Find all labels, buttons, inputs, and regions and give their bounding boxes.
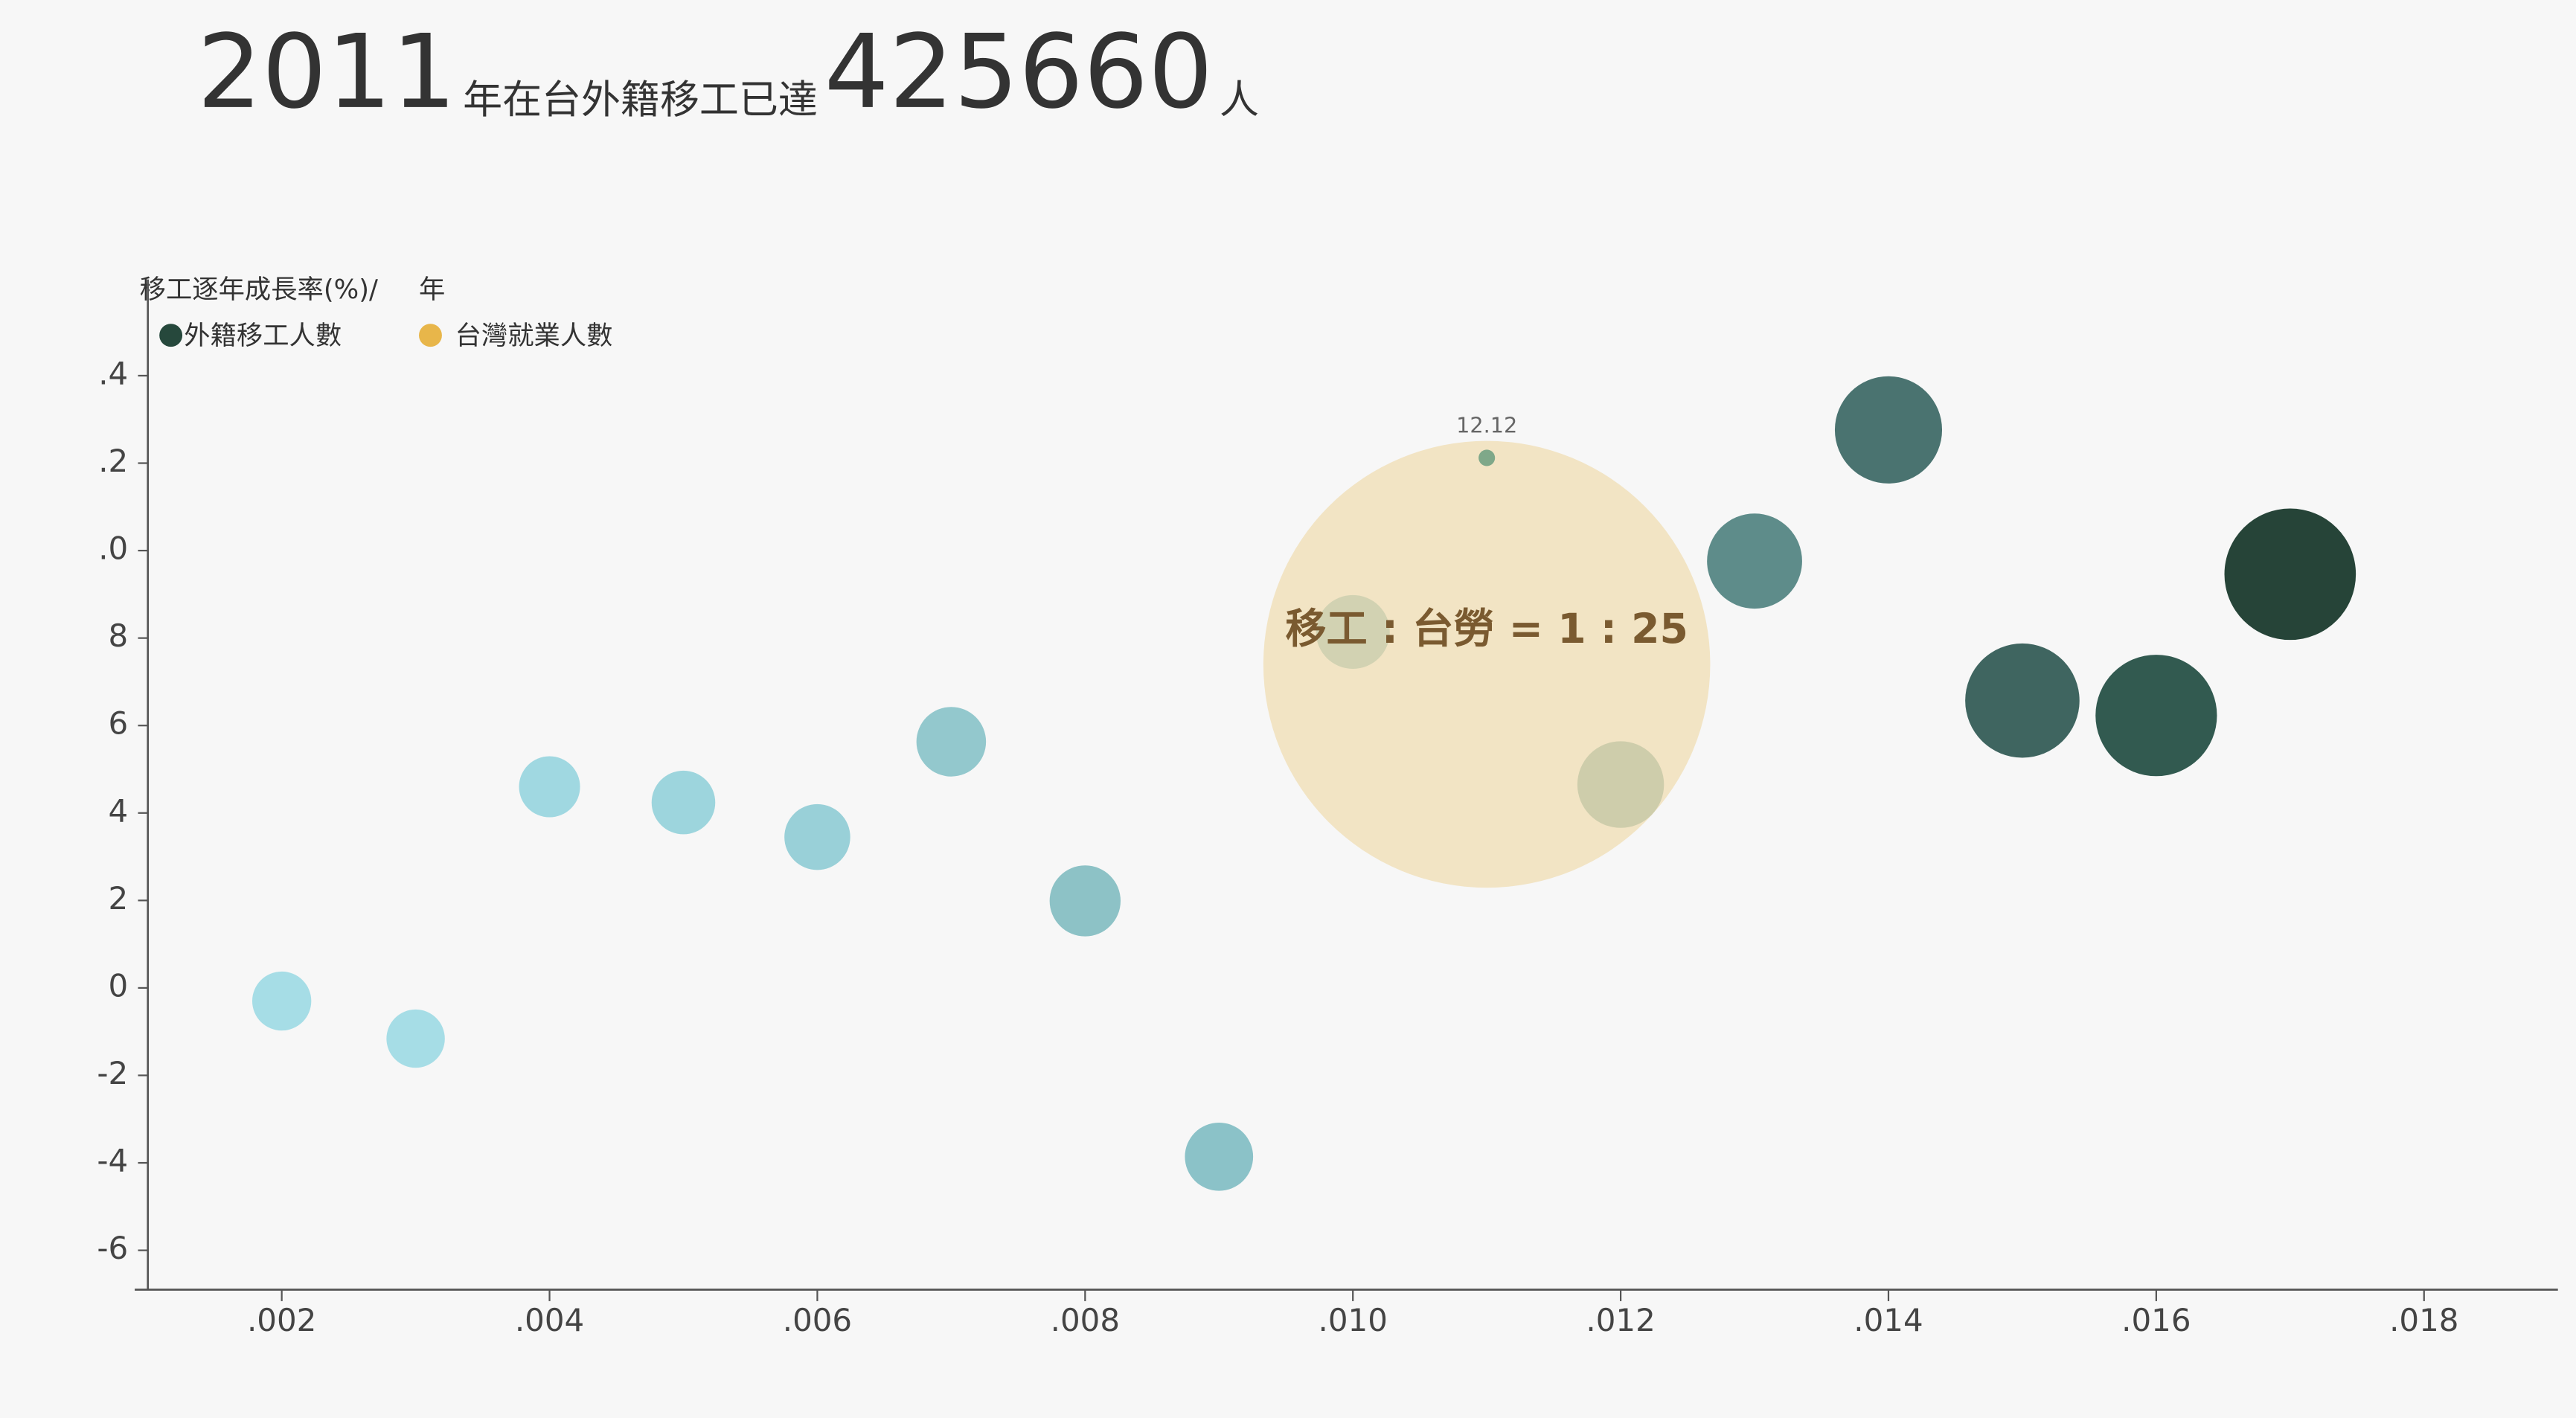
y-tick-label: 8	[109, 617, 129, 654]
x-tick-label: .018	[2389, 1302, 2458, 1338]
legend-swatch	[159, 324, 183, 347]
bubble	[2224, 508, 2356, 641]
x-tick-label: .010	[1319, 1302, 1388, 1338]
title-count: 425660	[824, 13, 1214, 132]
title-text: 人	[1220, 77, 1259, 123]
y-tick-label: -6	[97, 1230, 128, 1266]
x-tick-label: .006	[783, 1302, 852, 1338]
x-tick-label: .008	[1051, 1302, 1120, 1338]
y-axis-label: 移工逐年成長率(%)/	[140, 275, 378, 305]
bubble	[1185, 1122, 1254, 1191]
bubble	[1965, 643, 2080, 758]
x-tick-label: .002	[247, 1302, 316, 1338]
bubble	[916, 707, 987, 777]
x-tick-label: .016	[2121, 1302, 2191, 1338]
title: 2011 年在台外籍移工已達 425660 人	[197, 13, 1259, 132]
x-tick-label: .014	[1853, 1302, 1923, 1338]
bubble	[1478, 449, 1496, 466]
y-tick-label: .4	[98, 355, 128, 391]
title-text: 年在台外籍移工已達	[463, 77, 818, 123]
bubble	[1707, 513, 1802, 609]
bubble	[1834, 376, 1943, 484]
bubble	[251, 971, 312, 1031]
legend-swatch	[419, 324, 442, 347]
legend: 外籍移工人數 台灣就業人數	[159, 321, 612, 351]
y-tick-label: 0	[109, 967, 129, 1004]
y-tick-label: 4	[109, 792, 129, 829]
legend-label: 外籍移工人數	[184, 321, 342, 351]
bubble	[1049, 865, 1121, 937]
y-tick-label: .2	[98, 443, 128, 479]
bubble	[784, 803, 850, 870]
bubble	[651, 770, 716, 835]
x-tick-label: .004	[515, 1302, 584, 1338]
title-year: 2011	[197, 13, 456, 132]
bubble	[1263, 440, 1711, 888]
x-axis-label: 年	[419, 275, 445, 305]
legend-label: 台灣就業人數	[455, 321, 613, 351]
bubble	[386, 1009, 445, 1068]
y-tick-label: -4	[97, 1143, 128, 1179]
data-label: 12.12	[1456, 413, 1517, 438]
y-tick-label: .0	[98, 530, 128, 567]
annotation: 移工 : 台勞 = 1 : 25	[1285, 606, 1688, 653]
x-tick-label: .012	[1586, 1302, 1655, 1338]
bubble	[2095, 655, 2217, 777]
y-tick-label: 6	[109, 705, 129, 742]
y-tick-label: -2	[97, 1055, 128, 1091]
y-tick-label: 2	[109, 880, 129, 917]
bubble	[519, 756, 580, 818]
